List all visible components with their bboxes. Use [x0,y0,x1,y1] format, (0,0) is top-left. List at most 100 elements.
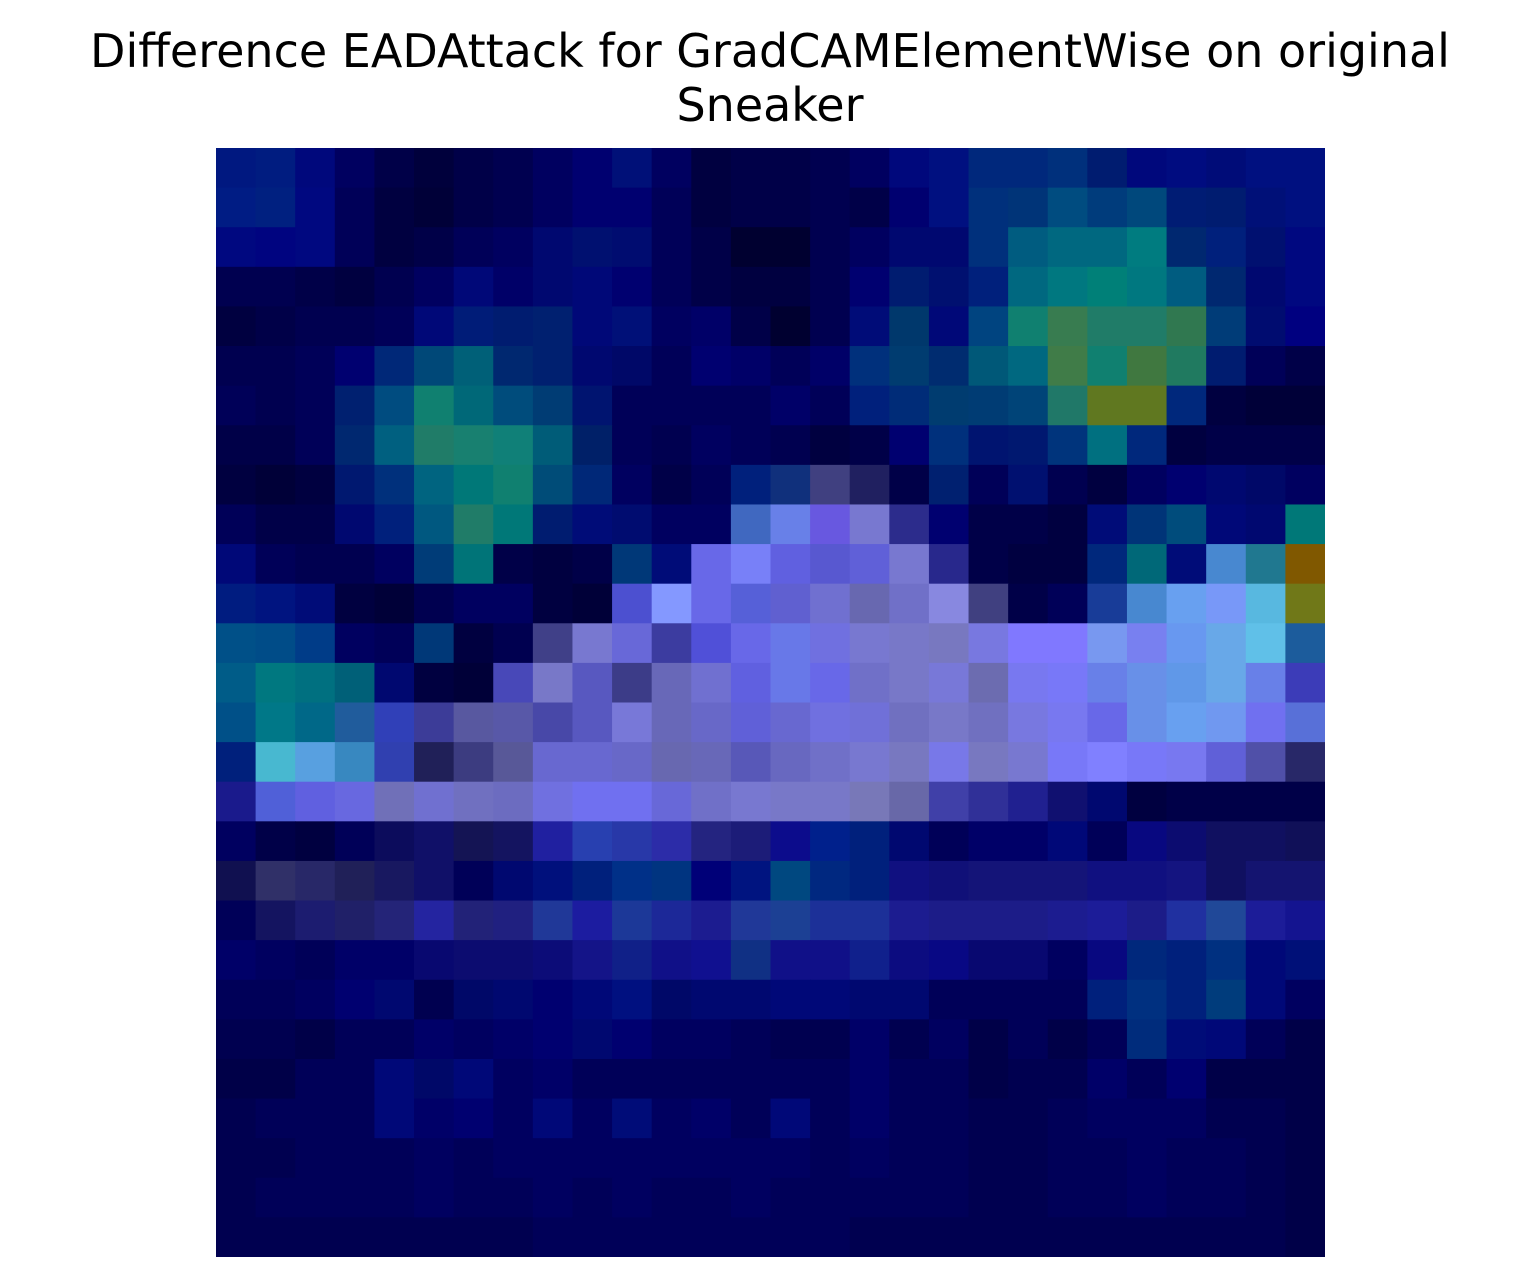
heatmap-cell [374,1058,415,1100]
heatmap-cell [255,623,296,664]
heatmap-cell [612,860,653,902]
heatmap-cell [374,1019,415,1060]
heatmap-cell [374,306,415,347]
heatmap-cell [928,623,970,664]
heatmap-cell [334,425,376,466]
heatmap-cell [889,464,930,506]
heatmap-cell [810,662,851,704]
heatmap-cell [1126,702,1168,743]
heatmap-cell [691,385,732,426]
heatmap-cell [691,504,732,545]
heatmap-cell [414,148,455,189]
heatmap-cell [255,464,296,506]
heatmap-cell [532,583,574,624]
heatmap-cell [1008,1058,1049,1100]
heatmap-cell [1206,544,1247,585]
heatmap-cell [1008,148,1049,189]
heatmap-cell [612,187,653,228]
heatmap-cell [1008,662,1049,704]
heatmap-cell [612,306,653,347]
heatmap-cell [295,900,336,941]
heatmap-cell [849,266,890,308]
heatmap-cell [255,148,296,189]
heatmap-cell [1166,860,1207,902]
heatmap-cell [770,662,811,704]
heatmap-cell [374,979,415,1020]
heatmap-cell [1245,742,1286,783]
heatmap-cell [651,187,692,228]
heatmap-cell [968,306,1009,347]
heatmap-cell [493,940,534,981]
heatmap-cell [1206,940,1247,981]
heatmap-cell [1245,781,1286,822]
heatmap-cell [493,583,534,624]
heatmap-cell [255,425,296,466]
heatmap-cell [1166,266,1207,308]
heatmap-cell [1285,1058,1325,1100]
heatmap-cell [374,1217,415,1257]
heatmap-cell [572,940,613,981]
heatmap-cell [1206,1019,1247,1060]
heatmap-cell [1047,346,1088,387]
heatmap-cell [1206,1177,1247,1218]
heatmap-cell [651,1177,692,1218]
heatmap-cell [691,781,732,822]
heatmap-cell [810,1138,851,1179]
heatmap-cell [572,1098,613,1139]
heatmap-cell [770,821,811,862]
heatmap-cell [651,266,692,308]
heatmap-cell [493,385,534,426]
heatmap-cell [1126,425,1168,466]
heatmap-cell [255,1217,296,1257]
heatmap-cell [1047,1098,1088,1139]
heatmap-cell [810,821,851,862]
heatmap-cell [414,940,455,981]
heatmap-cell [810,781,851,822]
heatmap-cell [928,1138,970,1179]
heatmap-cell [572,702,613,743]
heatmap-cell [1047,385,1088,426]
heatmap-cell [295,1019,336,1060]
heatmap-cell [1008,227,1049,268]
heatmap-cell [612,583,653,624]
heatmap-cell [612,979,653,1020]
heatmap-cell [255,1098,296,1139]
heatmap-cell [1047,464,1088,506]
heatmap-cell [928,1058,970,1100]
heatmap-cell [532,860,574,902]
heatmap-cell [968,266,1009,308]
heatmap-cell [770,1138,811,1179]
heatmap-cell [216,583,257,624]
heatmap-cell [968,1019,1009,1060]
heatmap-cell [928,227,970,268]
heatmap-cell [849,583,890,624]
heatmap-cell [295,306,336,347]
heatmap-cell [295,504,336,545]
heatmap-cell [1206,148,1247,189]
heatmap-cell [1087,623,1128,664]
heatmap-cell [374,504,415,545]
heatmap-cell [1206,1058,1247,1100]
heatmap-cell [1245,425,1286,466]
heatmap-cell [849,1058,890,1100]
heatmap-cell [889,781,930,822]
heatmap-cell [1008,860,1049,902]
heatmap-cell [216,1138,257,1179]
heatmap-cell [770,623,811,664]
heatmap-cell [414,544,455,585]
heatmap-cell [334,583,376,624]
heatmap-cell [810,346,851,387]
heatmap-cell [414,1019,455,1060]
heatmap-cell [1126,464,1168,506]
heatmap-cell [1285,1019,1325,1060]
heatmap-cell [295,1217,336,1257]
heatmap-cell [414,623,455,664]
heatmap-cell [1166,227,1207,268]
heatmap-cell [295,346,336,387]
heatmap-cell [770,306,811,347]
heatmap-cell [1285,425,1325,466]
heatmap-cell [414,821,455,862]
heatmap-cell [334,187,376,228]
heatmap-cell [849,940,890,981]
heatmap-cell [1087,900,1128,941]
